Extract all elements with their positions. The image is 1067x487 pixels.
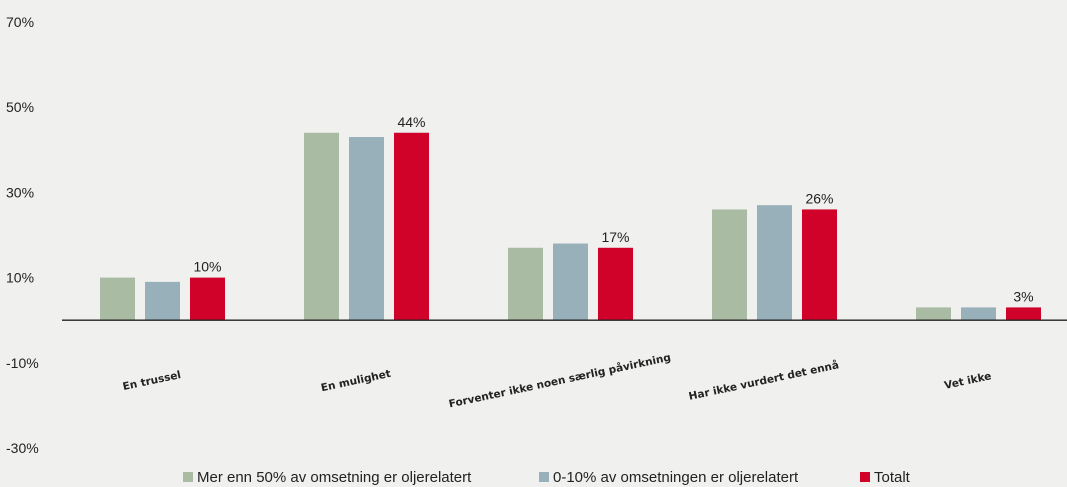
bar-1-3 [508,247,543,321]
data-label: 44% [397,114,425,130]
legend-label: 0-10% av omsetningen er oljerelatert [553,469,799,486]
x-category-label: Har ikke vurdert det ennå [687,358,840,403]
bar-3-1 [190,277,225,321]
y-tick-label: -10% [6,355,39,371]
x-category-label: En trussel [122,369,182,393]
bar-2-4 [757,205,792,321]
bar-2-3 [553,243,588,321]
x-category-label: Forventer ikke noen særlig påvirkning [448,351,672,411]
legend-label: Totalt [874,469,911,486]
y-tick-label: 50% [6,99,34,115]
y-tick-label: 70% [6,14,34,30]
x-category-label: Vet ikke [943,370,992,392]
bar-3-3 [598,247,633,321]
bar-1-1 [100,277,135,321]
bar-2-5 [961,307,996,321]
y-tick-label: -30% [6,440,39,456]
bar-2-1 [145,281,180,321]
legend-label: Mer enn 50% av omsetning er oljerelatert [197,469,472,486]
data-label: 17% [601,229,629,245]
legend-swatch [183,472,193,482]
bar-1-5 [916,307,951,321]
data-label: 3% [1013,288,1033,304]
bar-3-5 [1006,307,1041,321]
x-category-label: En mulighet [320,368,392,395]
bar-1-2 [304,132,339,321]
legend-swatch [860,472,870,482]
bar-3-4 [802,209,837,321]
data-label: 10% [193,259,221,275]
legend-swatch [539,472,549,482]
bar-1-4 [712,209,747,321]
data-label: 26% [805,190,833,206]
bar-3-2 [394,132,429,321]
y-tick-label: 30% [6,184,34,200]
bar-2-2 [349,137,384,321]
y-tick-label: 10% [6,270,34,286]
